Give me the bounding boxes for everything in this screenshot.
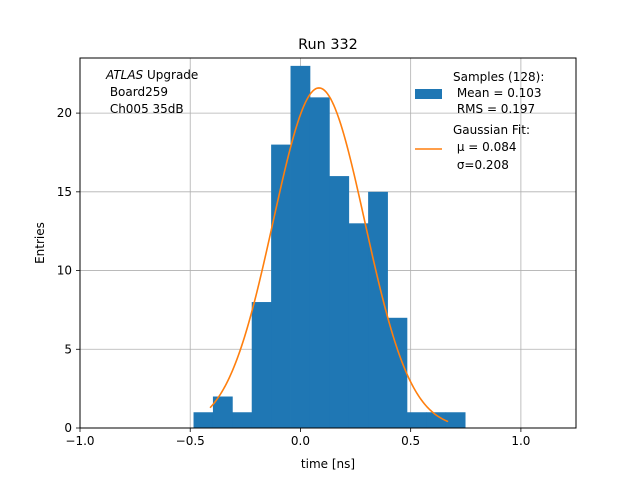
histogram-bar-10: [387, 317, 408, 428]
plot-frame: [79, 57, 577, 429]
annotation-atlas: ATLAS: [105, 68, 144, 82]
legend-samples-swatch: [415, 89, 442, 99]
legend-fit-header: Gaussian Fit:: [453, 123, 530, 137]
histogram-bar-13: [445, 412, 466, 428]
annotation-upgrade: Upgrade: [143, 68, 198, 82]
histogram-bar-4: [271, 144, 291, 428]
legend: Samples (128): Mean = 0.103 RMS = 0.197 …: [415, 70, 544, 172]
histogram-bar-7: [329, 176, 350, 428]
y-tick-label-0: 0: [64, 421, 72, 435]
annotation-line-3: Ch005 35dB: [106, 102, 184, 116]
histogram-bar-0: [193, 412, 214, 428]
annotation-line-1: ATLAS Upgrade: [105, 68, 198, 82]
histogram-bar-11: [406, 412, 427, 428]
y-axis-label: Entries: [33, 222, 47, 264]
histogram-bar-8: [348, 223, 369, 428]
x-tick-label-0: −1.0: [65, 434, 94, 448]
annotation-line-2: Board259: [106, 85, 168, 99]
x-tick-label-2: 0.0: [291, 434, 310, 448]
atlas-annotation: ATLAS Upgrade Board259 Ch005 35dB: [105, 68, 198, 116]
gaussian-fit: [209, 87, 449, 423]
histogram-bar-2: [232, 412, 253, 428]
histogram-bar-3: [251, 302, 272, 428]
y-tick-label-1: 5: [64, 342, 72, 356]
legend-samples-rms: RMS = 0.197: [453, 102, 535, 116]
y-tick-label-2: 10: [57, 264, 72, 278]
gaussian-fit-curve: [209, 87, 449, 423]
legend-fit-sigma: σ=0.208: [453, 158, 509, 172]
x-tick-label-4: 1.0: [511, 434, 530, 448]
histogram-bar-6: [309, 97, 330, 429]
x-axis-label: time [ns]: [301, 457, 355, 471]
histogram-bar-1: [212, 396, 233, 428]
y-axis-ticks: 0 5 10 15 20: [57, 106, 80, 435]
x-axis-ticks: −1.0 −0.5 0.0 0.5 1.0: [65, 428, 530, 448]
legend-samples-header: Samples (128):: [453, 70, 544, 84]
histogram-bars: [193, 65, 466, 429]
y-tick-label-4: 20: [57, 106, 72, 120]
legend-samples-mean: Mean = 0.103: [453, 86, 542, 100]
histogram-bar-12: [426, 412, 447, 428]
x-tick-label-3: 0.5: [401, 434, 420, 448]
legend-fit-mu: μ = 0.084: [453, 140, 517, 154]
y-tick-label-3: 15: [57, 185, 72, 199]
histogram-bar-9: [368, 191, 388, 428]
chart-title: Run 332: [298, 37, 358, 53]
histogram-bar-5: [290, 65, 311, 428]
x-tick-label-1: −0.5: [176, 434, 205, 448]
